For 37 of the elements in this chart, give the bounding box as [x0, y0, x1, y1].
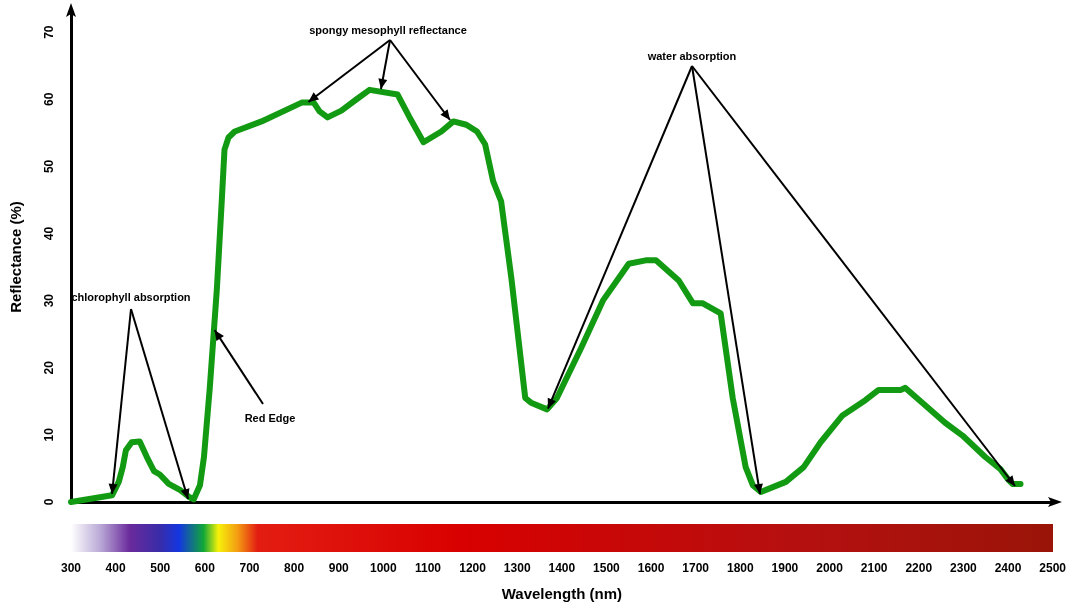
y-axis-title: Reflectance (%)	[7, 201, 24, 313]
y-tick-label: 70	[42, 25, 56, 39]
x-tick-label: 2500	[1039, 561, 1067, 575]
x-tick-label: 2000	[816, 561, 844, 575]
x-tick-label: 2100	[860, 561, 888, 575]
y-tick-label: 50	[42, 159, 56, 174]
y-tick-label: 30	[42, 293, 56, 308]
x-tick-label: 800	[284, 561, 305, 575]
x-tick-label: 2200	[905, 561, 933, 575]
x-axis-title: Wavelength (nm)	[501, 585, 622, 602]
x-tick-label: 1700	[682, 561, 710, 575]
x-tick-label: 1900	[771, 561, 799, 575]
x-tick-label: 600	[194, 561, 216, 575]
x-tick-label: 2300	[950, 561, 978, 575]
annotation: chlorophyll absorption	[71, 291, 191, 303]
x-tick-label: 400	[105, 561, 126, 575]
x-tick-label: 1200	[459, 561, 487, 575]
x-tick-label: 500	[150, 561, 171, 575]
x-tick-label: 900	[328, 561, 350, 575]
annotation: spongy mesophyll reflectance	[309, 24, 467, 36]
x-tick-label: 1500	[593, 561, 621, 575]
annotation: water absorption	[646, 50, 737, 62]
x-tick-label: 1800	[726, 561, 754, 575]
x-tick-label: 1000	[369, 561, 398, 575]
x-tick-label: 2400	[994, 561, 1022, 575]
y-tick-label: 10	[42, 427, 56, 442]
annotation: Red Edge	[244, 412, 296, 424]
x-tick-label: 1400	[548, 561, 576, 575]
y-tick-label: 40	[42, 226, 56, 241]
x-tick-label: 1300	[503, 561, 531, 575]
x-tick-label: 700	[239, 561, 260, 575]
y-tick-label: 20	[42, 360, 56, 375]
y-tick-label: 0	[42, 498, 56, 506]
x-tick-label: 1600	[637, 561, 665, 575]
y-tick-label: 60	[42, 92, 56, 106]
x-tick-label: 300	[60, 561, 82, 575]
x-tick-label: 1100	[414, 561, 442, 575]
